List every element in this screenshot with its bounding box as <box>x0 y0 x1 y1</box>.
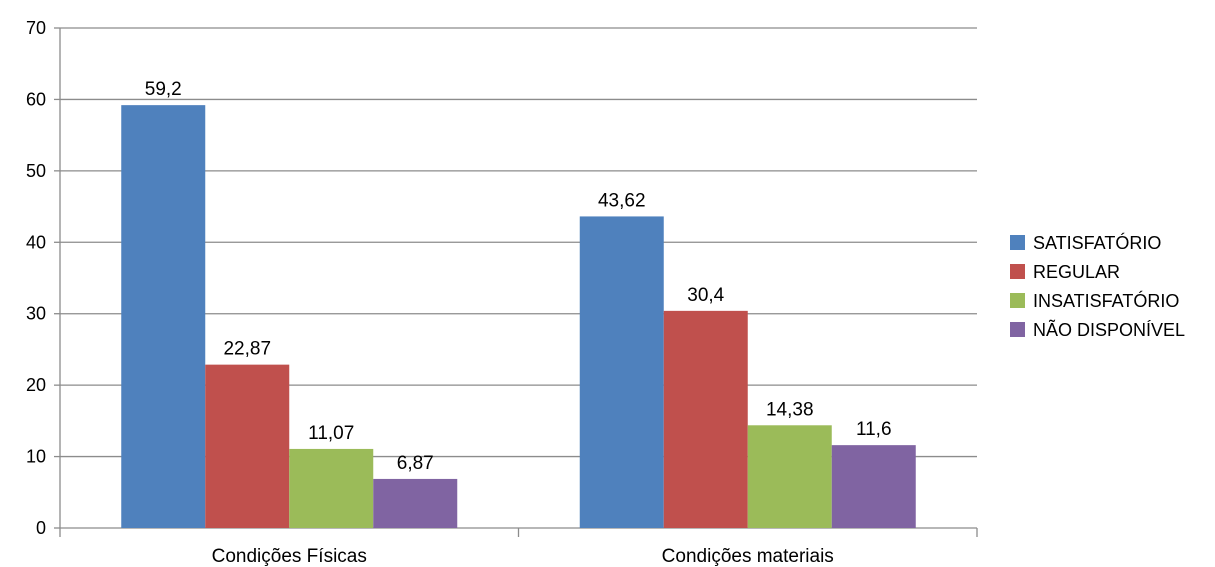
legend-label: SATISFATÓRIO <box>1033 232 1161 253</box>
bar <box>747 425 832 528</box>
y-tick-label: 60 <box>26 89 46 109</box>
legend-label: INSATISFATÓRIO <box>1033 290 1179 311</box>
data-label: 11,07 <box>308 423 354 444</box>
y-tick-label: 50 <box>26 161 46 181</box>
bar <box>373 478 458 528</box>
legend-label: REGULAR <box>1033 262 1120 282</box>
bar <box>205 364 290 528</box>
x-tick-label: Condições Físicas <box>212 546 367 567</box>
y-tick-label: 40 <box>26 232 46 252</box>
data-label: 6,87 <box>397 453 434 474</box>
legend: SATISFATÓRIO REGULAR INSATISFATÓRIO NÃO DIS… <box>1010 232 1185 340</box>
data-labels: 59,2 22,87 11,07 6,87 43,62 30,4 14,38 11,6 <box>145 79 892 474</box>
x-tick-label: Condições materiais <box>662 546 834 567</box>
bar <box>121 105 206 529</box>
legend-swatch <box>1010 235 1025 250</box>
bar <box>289 448 374 528</box>
data-label: 22,87 <box>223 339 271 360</box>
data-label: 11,6 <box>856 419 892 440</box>
bars <box>121 105 916 529</box>
data-label: 30,4 <box>687 285 724 306</box>
legend-swatch <box>1010 264 1025 279</box>
bar <box>831 445 916 528</box>
legend-swatch <box>1010 322 1025 337</box>
data-label: 59,2 <box>145 79 182 100</box>
data-label: 43,62 <box>598 190 646 211</box>
y-tick-label: 0 <box>36 518 46 538</box>
y-tick-label: 10 <box>26 447 46 467</box>
bar <box>663 310 748 528</box>
y-tick-label: 30 <box>26 304 46 324</box>
bar <box>579 216 664 528</box>
legend-swatch <box>1010 293 1025 308</box>
y-tick-label: 70 <box>26 18 46 38</box>
y-tick-label: 20 <box>26 375 46 395</box>
legend-label: NÃO DISPONÍVEL <box>1033 319 1185 340</box>
data-label: 14,38 <box>766 399 814 420</box>
